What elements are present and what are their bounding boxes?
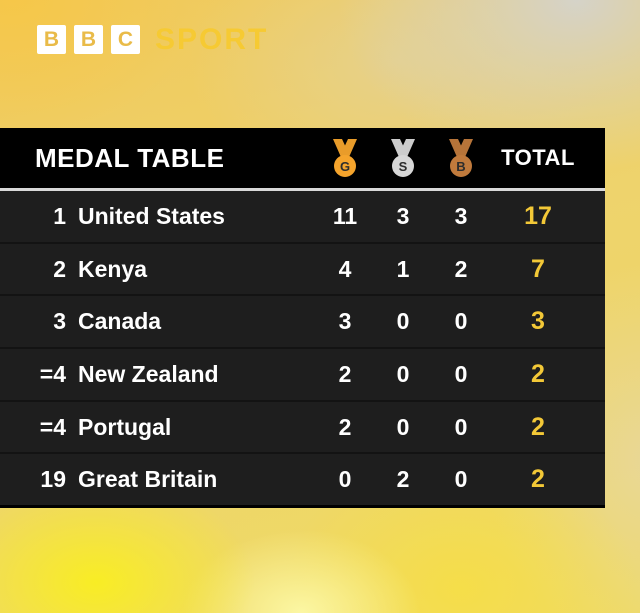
gold-column-header: G — [316, 138, 374, 178]
gold-cell: 2 — [338, 413, 352, 440]
bbc-letter: C — [117, 28, 134, 51]
gold-medal-icon: G — [333, 138, 357, 177]
sport-wordmark: SPORT — [155, 23, 269, 56]
silver-cell: 3 — [396, 202, 410, 229]
medal-table: MEDAL TABLE G S — [0, 128, 605, 508]
gold-cell: 11 — [332, 202, 358, 229]
bbc-sport-logo: B B C SPORT — [37, 23, 269, 56]
silver-medal-icon: S — [391, 138, 415, 177]
rank-cell: =4 — [39, 413, 66, 440]
country-cell: Portugal — [78, 413, 172, 440]
country-cell: Kenya — [78, 255, 148, 282]
bbc-block-3: C — [111, 25, 140, 54]
table-row: 2 Kenya 4 1 2 7 — [0, 241, 605, 295]
table-row: 3 Canada 3 0 0 3 — [0, 294, 605, 348]
total-cell: 2 — [531, 359, 545, 388]
bronze-cell: 0 — [454, 308, 468, 335]
table-row: 1 United States 11 3 3 17 — [0, 191, 605, 242]
header-separator — [0, 188, 605, 191]
bronze-cell: 2 — [454, 255, 468, 282]
total-column-header: TOTAL — [501, 145, 575, 170]
svg-text:B: B — [456, 159, 465, 174]
total-cell: 2 — [531, 465, 545, 494]
bronze-cell: 0 — [454, 360, 468, 387]
silver-cell: 2 — [396, 466, 410, 493]
silver-cell: 1 — [396, 255, 410, 282]
table-title: MEDAL TABLE — [35, 142, 225, 173]
table-row: 19 Great Britain 0 2 0 2 — [0, 452, 605, 506]
total-cell: 17 — [524, 201, 552, 230]
total-cell: 7 — [531, 254, 545, 283]
country-cell: United States — [78, 202, 225, 229]
gold-cell: 2 — [338, 360, 352, 387]
gold-cell: 4 — [338, 255, 352, 282]
rank-cell: 1 — [53, 202, 66, 229]
rank-cell: =4 — [39, 360, 66, 387]
total-cell: 3 — [531, 307, 545, 336]
rank-cell: 2 — [53, 255, 66, 282]
total-cell: 2 — [531, 412, 545, 441]
bbc-block-2: B — [74, 25, 103, 54]
rank-cell: 19 — [40, 466, 66, 493]
bronze-cell: 3 — [454, 202, 468, 229]
silver-column-header: S — [374, 138, 432, 178]
table-header: MEDAL TABLE G S — [0, 128, 605, 188]
bbc-block-1: B — [37, 25, 66, 54]
bbc-letter: B — [80, 28, 97, 51]
bronze-cell: 0 — [454, 413, 468, 440]
table-row: =4 Portugal 2 0 0 2 — [0, 399, 605, 453]
table-row: =4 New Zealand 2 0 0 2 — [0, 347, 605, 400]
gold-cell: 0 — [338, 466, 352, 493]
svg-text:G: G — [340, 159, 350, 174]
gold-cell: 3 — [338, 308, 352, 335]
rank-cell: 3 — [53, 308, 66, 335]
silver-cell: 0 — [396, 413, 410, 440]
silver-cell: 0 — [396, 360, 410, 387]
country-cell: Great Britain — [78, 466, 218, 493]
bronze-column-header: B — [432, 138, 490, 178]
svg-text:S: S — [399, 159, 408, 174]
bronze-medal-icon: B — [449, 138, 473, 177]
country-cell: New Zealand — [78, 360, 219, 387]
silver-cell: 0 — [396, 308, 410, 335]
bronze-cell: 0 — [454, 466, 468, 493]
bbc-letter: B — [43, 28, 60, 51]
country-cell: Canada — [78, 308, 162, 335]
table-body: 1 United States 11 3 3 17 2 Kenya 4 1 2 … — [0, 191, 605, 506]
